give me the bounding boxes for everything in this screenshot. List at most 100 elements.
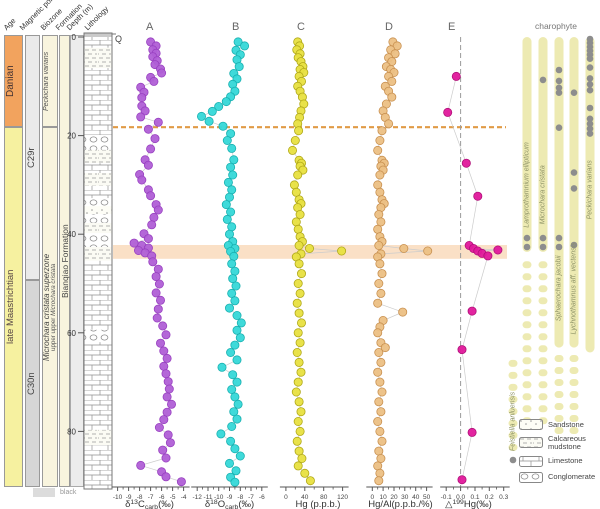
data-point xyxy=(375,468,385,478)
data-point xyxy=(387,76,397,86)
biozone-label-subzone: upper upper Microchara cristata xyxy=(50,128,59,486)
data-point xyxy=(296,199,306,209)
data-point xyxy=(227,421,237,431)
data-point xyxy=(377,387,387,397)
data-point xyxy=(227,143,237,153)
panel-letter-c: C xyxy=(297,21,305,33)
taxon-range-dash xyxy=(522,273,532,281)
taxon-range-dash xyxy=(538,273,548,281)
data-point xyxy=(147,251,157,261)
data-point xyxy=(398,307,408,317)
data-point xyxy=(228,370,238,380)
data-point xyxy=(293,224,303,234)
data-point xyxy=(233,399,243,409)
data-point xyxy=(155,295,165,305)
biozone-microchara-superzone: Microchara cristata superzone upper uppe… xyxy=(42,127,58,487)
data-point xyxy=(399,243,409,253)
data-point xyxy=(293,37,303,47)
taxon-range-dash xyxy=(538,393,548,401)
svg-text:0: 0 xyxy=(284,494,288,501)
data-point xyxy=(137,175,147,185)
data-point xyxy=(140,155,150,165)
data-point xyxy=(136,112,146,122)
data-point xyxy=(224,303,234,313)
data-point xyxy=(129,238,139,248)
lithology-band-limestone xyxy=(84,163,112,174)
data-point xyxy=(216,429,226,439)
data-point xyxy=(292,347,302,357)
svg-text:30: 30 xyxy=(401,494,409,501)
panel-E: -0.1 0.0 0.1 0.2 0.3 △199Hg(‰) xyxy=(440,71,510,509)
data-point xyxy=(374,446,384,456)
data-point xyxy=(159,346,169,356)
taxon-range-dash xyxy=(508,371,518,379)
data-point xyxy=(292,436,302,446)
data-point xyxy=(374,397,384,407)
data-point xyxy=(143,124,153,134)
svg-text:-9: -9 xyxy=(227,494,233,501)
data-point xyxy=(384,86,394,96)
data-point xyxy=(376,338,386,348)
data-point xyxy=(143,160,153,170)
data-point xyxy=(294,71,304,81)
data-point xyxy=(376,249,386,259)
data-point xyxy=(232,310,242,320)
data-point xyxy=(292,45,302,55)
occurrence-dot xyxy=(586,43,594,51)
lithology-band-conglomerate xyxy=(84,214,112,223)
panel-letter-a: A xyxy=(146,21,154,33)
occurrence-dot xyxy=(586,35,594,43)
taxon-range-dash xyxy=(508,359,518,367)
data-point xyxy=(231,45,241,55)
panel-letter-e: E xyxy=(448,21,456,33)
data-point xyxy=(153,205,163,215)
lithology-band-mudstone xyxy=(84,247,112,261)
lithology-band-conglomerate xyxy=(84,135,112,150)
data-point xyxy=(151,200,161,210)
taxon-range-dash xyxy=(538,297,548,305)
data-point xyxy=(375,187,385,197)
data-point xyxy=(135,169,145,179)
data-point xyxy=(139,87,149,97)
data-point xyxy=(295,232,305,242)
taxon-range-dash xyxy=(538,261,548,269)
svg-text:-0.1: -0.1 xyxy=(441,494,453,501)
data-point xyxy=(150,60,160,70)
legend-item-conglomerate: Conglomerate xyxy=(519,471,600,483)
x-axis-B: -12 -11 -10 -9 -8 -7 -6 δ18Ocarb(‰) xyxy=(191,486,268,509)
data-point xyxy=(293,278,303,288)
taxon-range-dash xyxy=(538,405,548,413)
x-axis-title: δ18Ocarb(‰) xyxy=(205,499,254,509)
occurrence-dot xyxy=(586,75,594,82)
data-point xyxy=(155,64,165,74)
data-point xyxy=(298,62,308,72)
data-point xyxy=(293,461,303,471)
lithology-band-mudstone xyxy=(84,149,112,164)
legend-label: Limestone xyxy=(548,456,583,466)
taxon-label: Lamprothamnium ellipticum xyxy=(524,142,531,228)
data-point xyxy=(374,209,384,219)
legend-label: Calcareous mudstone xyxy=(548,434,586,451)
data-point xyxy=(136,82,146,92)
data-point xyxy=(161,369,171,379)
svg-text:-12: -12 xyxy=(192,494,202,501)
data-point xyxy=(235,50,245,60)
data-point xyxy=(443,107,453,117)
data-point xyxy=(381,99,391,109)
lithology-band-conglomerate xyxy=(84,329,112,343)
connector-line xyxy=(292,41,342,481)
occurrence-dot xyxy=(555,243,563,251)
occurrence-dot xyxy=(586,81,594,88)
occurrence-dot xyxy=(586,130,594,137)
data-point xyxy=(158,445,168,455)
data-point xyxy=(293,328,303,338)
data-point xyxy=(291,387,301,397)
taxon-range-dash xyxy=(569,367,579,374)
data-point xyxy=(388,37,398,47)
data-point xyxy=(148,45,158,55)
data-point xyxy=(376,357,386,367)
data-point xyxy=(373,298,383,308)
data-point xyxy=(461,158,471,168)
svg-text:-11: -11 xyxy=(204,494,213,501)
